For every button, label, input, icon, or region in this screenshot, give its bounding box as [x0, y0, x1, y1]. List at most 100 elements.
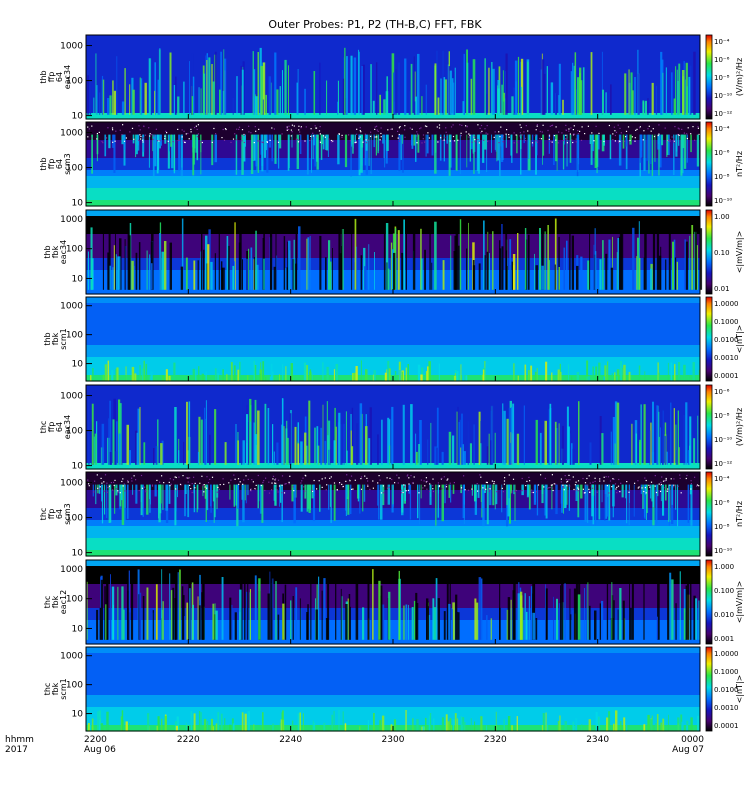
noise-dot	[397, 137, 399, 139]
spectrogram-band	[86, 403, 700, 410]
noise-dot	[125, 137, 127, 139]
noise-dot	[238, 128, 240, 130]
activity-streak	[480, 484, 483, 502]
activity-streak	[404, 484, 406, 501]
activity-streak	[460, 716, 462, 731]
activity-streak	[459, 219, 462, 290]
activity-streak	[247, 484, 249, 496]
activity-streak	[106, 484, 108, 519]
activity-streak	[242, 440, 245, 465]
activity-streak	[342, 78, 346, 115]
activity-streak	[327, 435, 329, 465]
activity-streak	[530, 586, 533, 640]
noise-dot	[557, 142, 559, 144]
activity-streak	[391, 249, 395, 290]
noise-dot	[119, 129, 121, 131]
activity-streak	[478, 577, 482, 640]
noise-dot	[398, 477, 400, 479]
activity-streak	[611, 373, 613, 381]
activity-streak	[390, 242, 393, 290]
noise-dot	[690, 483, 692, 485]
activity-streak	[535, 134, 537, 175]
spectrogram-band	[86, 659, 700, 666]
activity-streak	[154, 484, 157, 497]
noise-dot	[302, 477, 304, 479]
activity-streak	[343, 423, 345, 465]
activity-streak	[220, 51, 222, 115]
noise-dot	[568, 130, 570, 132]
activity-streak	[424, 249, 426, 290]
activity-streak	[126, 424, 129, 465]
activity-streak	[586, 360, 589, 381]
activity-streak	[655, 85, 658, 115]
activity-streak	[650, 484, 652, 499]
activity-streak	[415, 134, 417, 162]
activity-streak	[272, 723, 275, 731]
noise-dot	[419, 128, 421, 130]
noise-dot	[552, 489, 554, 492]
activity-streak	[110, 574, 111, 640]
noise-dot	[678, 128, 680, 130]
noise-dot	[399, 138, 401, 140]
noise-dot	[502, 135, 504, 137]
noise-dot	[521, 490, 523, 492]
colorbar-tick-label: 10⁻⁶	[714, 149, 730, 157]
activity-streak	[572, 721, 575, 731]
activity-streak	[99, 607, 102, 640]
activity-streak	[454, 713, 457, 731]
activity-streak	[359, 484, 361, 514]
activity-streak	[306, 445, 308, 465]
activity-streak	[339, 253, 342, 290]
noise-dot	[428, 137, 430, 139]
activity-streak	[243, 134, 246, 162]
noise-dot	[339, 482, 341, 484]
activity-streak	[435, 484, 437, 526]
noise-dot	[526, 480, 528, 482]
noise-dot	[380, 492, 383, 494]
y-axis-label: fbk	[51, 682, 60, 695]
activity-streak	[502, 403, 504, 465]
noise-dot	[620, 132, 622, 134]
noise-dot	[551, 484, 553, 486]
noise-dot	[197, 124, 199, 126]
noise-dot	[202, 484, 204, 486]
spectrogram-band	[86, 182, 700, 189]
activity-streak	[476, 602, 479, 640]
activity-streak	[446, 134, 448, 144]
activity-streak	[375, 134, 377, 156]
activity-streak	[104, 364, 108, 381]
activity-streak	[673, 98, 676, 115]
activity-streak	[135, 134, 138, 155]
noise-dot	[480, 132, 482, 134]
noise-dot	[623, 140, 626, 142]
activity-streak	[403, 605, 405, 640]
activity-streak	[182, 595, 185, 640]
activity-streak	[436, 50, 438, 115]
activity-streak	[92, 368, 94, 381]
activity-streak	[442, 260, 445, 290]
y-tick-label: 1000	[60, 652, 83, 662]
activity-streak	[180, 266, 184, 290]
activity-streak	[291, 484, 294, 502]
activity-streak	[513, 484, 515, 495]
noise-dot	[619, 491, 621, 493]
y-axis-label: eac12	[59, 590, 68, 614]
noise-dot	[281, 492, 283, 494]
activity-streak	[201, 592, 204, 640]
activity-streak	[635, 433, 637, 465]
activity-streak	[153, 448, 155, 465]
activity-streak	[309, 484, 311, 511]
activity-streak	[304, 432, 307, 465]
colorbar-tick-label: 0.001	[714, 635, 734, 643]
activity-streak	[652, 484, 654, 508]
activity-streak	[510, 484, 513, 494]
activity-streak	[588, 605, 591, 640]
activity-streak	[534, 253, 535, 290]
activity-streak	[695, 226, 697, 290]
noise-dot	[591, 487, 594, 489]
noise-dot	[172, 141, 174, 143]
activity-streak	[253, 724, 255, 731]
noise-dot	[275, 487, 277, 489]
activity-streak	[651, 484, 653, 502]
activity-streak	[448, 431, 452, 465]
